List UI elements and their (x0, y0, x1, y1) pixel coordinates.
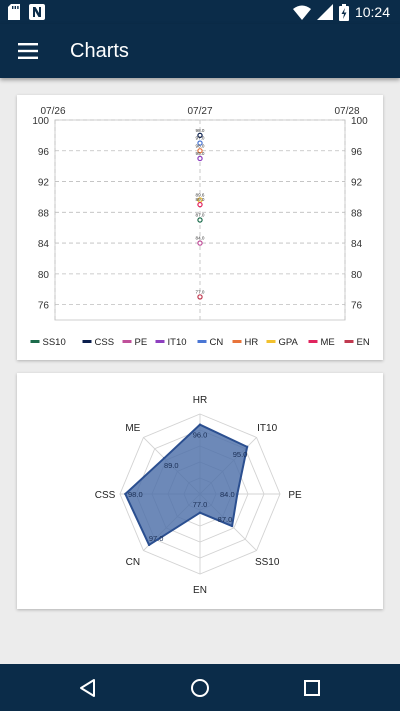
radar-value-label: 84.0 (220, 490, 235, 499)
legend-swatch-it10 (155, 340, 165, 343)
n-notification-icon (29, 4, 45, 20)
legend-label-hr: HR (245, 337, 259, 348)
data-point-ss10 (197, 217, 203, 223)
radar-vertex (198, 423, 202, 426)
point-value-label: 89.6 (196, 193, 205, 198)
y-tick-label-right: 100 (351, 116, 368, 127)
line-chart-card: 76 76 80 80 84 84 88 88 92 92 96 96 100 100 07/26 07/27… (17, 95, 383, 360)
y-tick-label-left: 92 (38, 178, 50, 189)
data-point-hr (197, 148, 203, 154)
data-point-cn (197, 140, 203, 146)
legend-swatch-en (344, 340, 354, 343)
point-value-label: 98.0 (196, 128, 205, 133)
radar-chart-card: 96.0 95.0 84.0 87.0 77.0 97.0 98.0 89.0 HR IT10 PE… (17, 373, 383, 609)
data-point-it10 (197, 155, 203, 162)
wifi-icon (292, 5, 311, 20)
square-recents-icon (304, 680, 320, 696)
y-tick-label-left: 84 (38, 239, 50, 250)
legend-label-en: EN (357, 337, 370, 348)
radar-axis-label-en: EN (193, 585, 207, 596)
app-title: Charts (70, 40, 129, 62)
y-tick-label-left: 100 (32, 116, 49, 127)
y-tick-label-right: 76 (351, 301, 363, 312)
radar-vertex (245, 445, 249, 449)
legend-swatch-pe (122, 340, 132, 343)
point-value-label: 97.0 (196, 136, 205, 141)
radar-value-label: 95.0 (233, 450, 248, 459)
x-tick-label: 07/27 (187, 106, 212, 117)
status-time: 10:24 (354, 4, 390, 20)
radar-vertex (230, 524, 234, 528)
status-bar: 10:24 (0, 0, 400, 24)
point-value-label: 96.0 (196, 143, 205, 148)
menu-button[interactable] (12, 35, 44, 67)
radar-axis-label-pe: PE (288, 490, 302, 501)
triangle-back-icon (80, 679, 95, 697)
y-tick-label-left: 80 (38, 270, 50, 281)
battery-charging-icon (338, 3, 349, 21)
home-button[interactable] (186, 674, 214, 702)
radar-value-label: 77.0 (193, 500, 208, 509)
point-value-label: 77.0 (196, 289, 205, 294)
radar-value-label: 89.0 (164, 461, 179, 470)
radar-axis-label-ss10: SS10 (255, 557, 280, 568)
radar-value-label: 96.0 (193, 431, 208, 440)
radar-axis-label-me: ME (125, 423, 140, 434)
y-tick-label-left: 76 (38, 301, 50, 312)
radar-axis-label-it10: IT10 (257, 423, 277, 434)
y-tick-label-right: 92 (351, 178, 363, 189)
legend-swatch-me (308, 340, 318, 343)
navigation-bar (0, 664, 400, 711)
legend-swatch-gpa (266, 340, 276, 343)
data-point-pe (197, 240, 203, 246)
y-tick-label-left: 96 (38, 147, 50, 158)
back-button[interactable] (74, 674, 102, 702)
x-tick-label: 07/28 (334, 106, 359, 117)
x-tick-label: 07/26 (40, 106, 65, 117)
radar-data-area (124, 423, 249, 546)
y-tick-label-right: 84 (351, 239, 363, 250)
legend-swatch-ss10 (30, 340, 40, 343)
legend-label-pe: PE (135, 337, 148, 348)
radar-vertex (236, 492, 239, 496)
legend-swatch-cn (197, 340, 207, 343)
cell-signal-icon (316, 4, 333, 20)
radar-vertex (124, 492, 127, 496)
data-point-en (197, 294, 203, 300)
radar-value-label: 87.0 (218, 515, 233, 524)
radar-vertex (198, 511, 202, 514)
radar-axis-label-hr: HR (193, 395, 207, 406)
radar-axis-label-cn: CN (126, 557, 140, 568)
point-value-label: 89.0 (196, 197, 205, 202)
legend-swatch-css (82, 340, 92, 343)
radar-axis-label-css: CSS (95, 490, 116, 501)
y-tick-label-right: 80 (351, 270, 363, 281)
legend-label-cn: CN (210, 337, 224, 348)
data-point-css (197, 132, 203, 139)
radar-vertex (147, 543, 151, 547)
sd-card-icon (8, 4, 20, 20)
recents-button[interactable] (298, 674, 326, 702)
hamburger-menu-icon (18, 43, 38, 59)
y-tick-label-right: 88 (351, 208, 363, 219)
point-value-label: 84.0 (196, 236, 205, 241)
y-tick-label-right: 96 (351, 147, 363, 158)
legend-label-ss10: SS10 (43, 337, 66, 348)
legend-label-gpa: GPA (279, 337, 299, 348)
y-tick-label-left: 88 (38, 208, 50, 219)
circle-home-icon (191, 679, 209, 697)
legend-swatch-hr (232, 340, 242, 343)
legend-label-it10: IT10 (168, 337, 187, 348)
radar-vertex (162, 456, 166, 460)
legend-label-me: ME (321, 337, 335, 348)
point-value-label: 95.0 (196, 151, 205, 156)
data-point-me (197, 201, 203, 208)
radar-value-label: 98.0 (128, 490, 143, 499)
radar-value-label: 97.0 (149, 534, 164, 543)
point-value-label: 87.0 (196, 213, 205, 218)
radar-chart: 96.0 95.0 84.0 87.0 77.0 97.0 98.0 89.0 HR IT10 PE… (95, 395, 302, 596)
legend-label-css: CSS (95, 337, 115, 348)
app-bar: Charts (0, 24, 400, 78)
